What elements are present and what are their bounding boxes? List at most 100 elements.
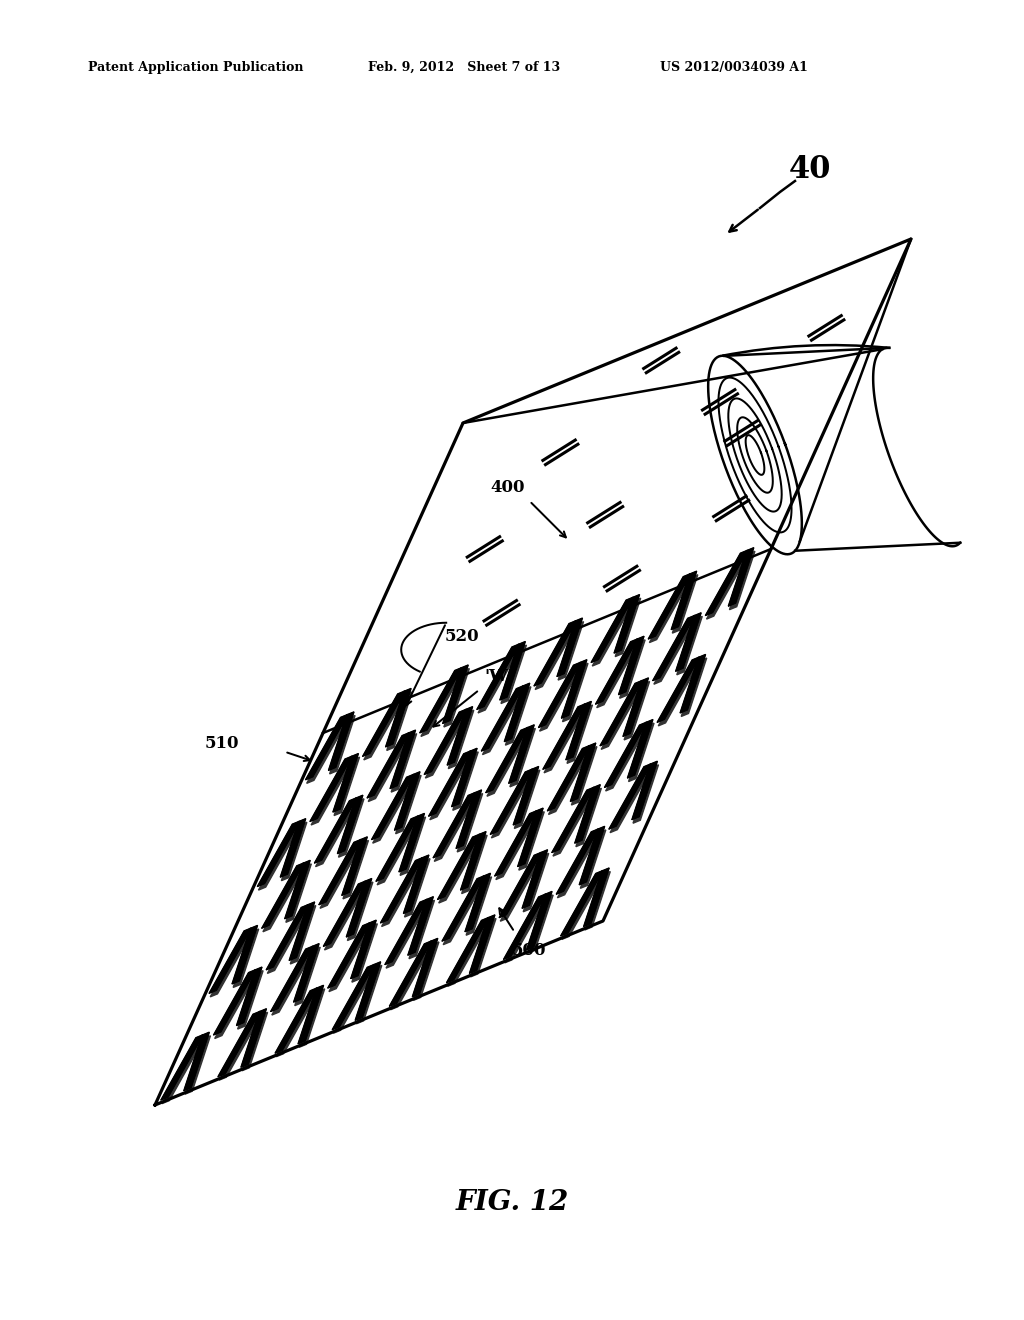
Polygon shape [271,949,314,1015]
Polygon shape [549,750,591,814]
Polygon shape [442,665,468,723]
Polygon shape [162,1039,204,1104]
Polygon shape [574,784,600,843]
Text: 400: 400 [489,479,524,496]
Polygon shape [610,767,652,833]
Polygon shape [424,709,467,775]
Polygon shape [558,622,584,680]
Polygon shape [653,619,696,684]
Polygon shape [214,970,256,1035]
Polygon shape [282,822,307,880]
Polygon shape [377,820,420,884]
Polygon shape [526,891,552,950]
Polygon shape [592,601,635,667]
Polygon shape [510,729,536,787]
Polygon shape [499,853,542,917]
Polygon shape [487,731,529,796]
Polygon shape [237,968,262,1026]
Polygon shape [447,706,473,766]
Polygon shape [343,841,369,899]
Polygon shape [328,923,370,989]
Polygon shape [161,1035,203,1100]
Polygon shape [629,723,654,781]
Polygon shape [329,711,354,771]
Polygon shape [443,668,469,727]
Polygon shape [562,663,588,722]
Polygon shape [391,734,417,792]
Polygon shape [536,624,578,689]
Polygon shape [652,615,695,681]
Polygon shape [562,874,604,940]
Polygon shape [367,733,410,799]
Polygon shape [523,853,549,912]
Polygon shape [706,550,748,615]
Polygon shape [346,879,372,937]
Polygon shape [299,989,325,1047]
Polygon shape [505,898,547,962]
Polygon shape [553,791,595,857]
Polygon shape [262,863,304,928]
Polygon shape [457,793,482,851]
Polygon shape [403,855,429,913]
Polygon shape [242,1012,267,1071]
Polygon shape [305,714,348,780]
Text: 500: 500 [512,942,546,960]
Polygon shape [381,858,423,923]
Text: FIG. 12: FIG. 12 [456,1188,568,1216]
Polygon shape [584,869,609,927]
Polygon shape [601,684,643,750]
Polygon shape [430,755,472,820]
Polygon shape [561,870,603,936]
Polygon shape [591,597,634,663]
Polygon shape [352,924,378,982]
Polygon shape [337,795,362,854]
Polygon shape [409,900,434,958]
Polygon shape [485,727,528,793]
Polygon shape [414,942,439,1001]
Polygon shape [676,612,701,672]
Polygon shape [471,919,496,977]
Polygon shape [339,799,364,857]
Polygon shape [728,548,754,606]
Text: 'W': 'W' [484,668,513,685]
Polygon shape [462,836,487,894]
Polygon shape [648,574,690,639]
Polygon shape [561,660,587,718]
Polygon shape [315,801,357,867]
Polygon shape [399,813,424,871]
Text: Patent Application Publication: Patent Application Publication [88,61,303,74]
Polygon shape [433,792,475,858]
Polygon shape [681,659,707,717]
Polygon shape [290,906,315,964]
Polygon shape [633,764,658,824]
Polygon shape [442,875,484,941]
Polygon shape [333,754,358,812]
Polygon shape [477,644,519,709]
Polygon shape [557,618,583,676]
Polygon shape [556,829,599,894]
Polygon shape [404,858,430,917]
Polygon shape [461,832,486,890]
Polygon shape [557,833,600,898]
Polygon shape [490,770,532,834]
Polygon shape [400,817,426,875]
Polygon shape [567,705,593,763]
Polygon shape [707,554,749,619]
Polygon shape [355,962,381,1020]
Polygon shape [219,1015,261,1080]
Polygon shape [509,725,535,783]
Text: 40: 40 [788,154,831,186]
Polygon shape [500,642,525,700]
Polygon shape [369,737,411,801]
Polygon shape [677,616,702,675]
Polygon shape [522,850,548,908]
Polygon shape [504,894,546,960]
Polygon shape [266,904,308,970]
Polygon shape [496,814,538,879]
Polygon shape [356,965,382,1024]
Polygon shape [285,861,310,919]
Polygon shape [482,689,524,755]
Polygon shape [184,1032,209,1090]
Polygon shape [506,686,530,746]
Polygon shape [389,941,432,1006]
